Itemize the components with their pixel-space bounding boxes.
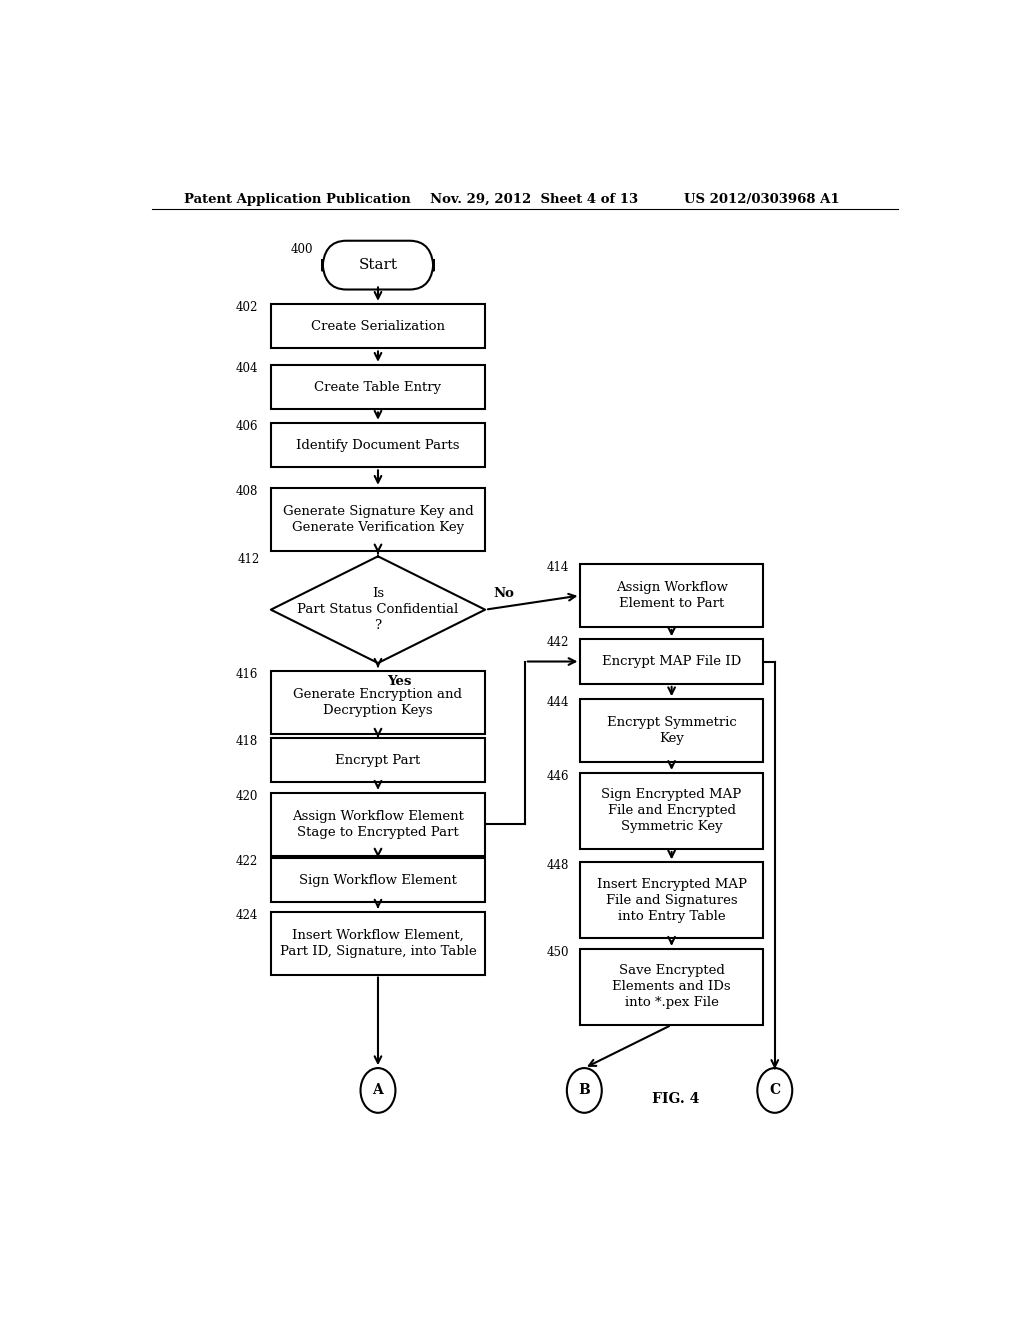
Text: 420: 420 [236,789,257,803]
FancyBboxPatch shape [270,912,485,974]
Circle shape [758,1068,793,1113]
Text: Insert Workflow Element,
Part ID, Signature, into Table: Insert Workflow Element, Part ID, Signat… [280,928,476,957]
Text: Encrypt MAP File ID: Encrypt MAP File ID [602,655,741,668]
Text: Assign Workflow
Element to Part: Assign Workflow Element to Part [615,581,728,610]
Text: 418: 418 [236,735,257,747]
Text: 448: 448 [547,859,569,873]
FancyBboxPatch shape [270,671,485,734]
Circle shape [360,1068,395,1113]
Text: Create Table Entry: Create Table Entry [314,380,441,393]
Text: Is
Part Status Confidential
?: Is Part Status Confidential ? [297,587,459,632]
Text: Encrypt Symmetric
Key: Encrypt Symmetric Key [607,717,736,744]
Text: Identify Document Parts: Identify Document Parts [296,438,460,451]
Text: 444: 444 [547,696,569,709]
Text: Yes: Yes [387,676,412,688]
Polygon shape [270,556,485,663]
Text: Insert Encrypted MAP
File and Signatures
into Entry Table: Insert Encrypted MAP File and Signatures… [597,878,746,923]
Text: 422: 422 [236,854,257,867]
FancyBboxPatch shape [581,564,763,627]
FancyBboxPatch shape [270,364,485,409]
Text: 408: 408 [236,484,257,498]
Text: C: C [769,1084,780,1097]
Text: No: No [494,586,514,599]
Text: Assign Workflow Element
Stage to Encrypted Part: Assign Workflow Element Stage to Encrypt… [292,809,464,838]
Text: Generate Encryption and
Decryption Keys: Generate Encryption and Decryption Keys [294,688,463,717]
Text: FIG. 4: FIG. 4 [652,1092,699,1106]
Text: B: B [579,1084,590,1097]
FancyBboxPatch shape [270,487,485,550]
Text: Encrypt Part: Encrypt Part [335,754,421,767]
Text: Save Encrypted
Elements and IDs
into *.pex File: Save Encrypted Elements and IDs into *.p… [612,965,731,1010]
FancyBboxPatch shape [581,772,763,849]
Text: Nov. 29, 2012  Sheet 4 of 13: Nov. 29, 2012 Sheet 4 of 13 [430,193,638,206]
Text: 416: 416 [236,668,257,681]
Text: Create Serialization: Create Serialization [311,319,445,333]
Text: 412: 412 [238,553,260,566]
Text: Sign Encrypted MAP
File and Encrypted
Symmetric Key: Sign Encrypted MAP File and Encrypted Sy… [601,788,741,833]
Text: 400: 400 [291,243,313,256]
Text: 402: 402 [236,301,257,314]
FancyBboxPatch shape [581,862,763,939]
Text: 450: 450 [547,945,569,958]
Circle shape [567,1068,602,1113]
Text: 424: 424 [236,908,257,921]
Text: 414: 414 [547,561,569,574]
Text: Sign Workflow Element: Sign Workflow Element [299,874,457,887]
Text: 406: 406 [236,420,258,433]
Text: A: A [373,1084,383,1097]
FancyBboxPatch shape [323,240,433,289]
Text: Generate Signature Key and
Generate Verification Key: Generate Signature Key and Generate Veri… [283,504,473,533]
Text: US 2012/0303968 A1: US 2012/0303968 A1 [684,193,839,206]
Text: Patent Application Publication: Patent Application Publication [183,193,411,206]
FancyBboxPatch shape [581,700,763,762]
FancyBboxPatch shape [581,949,763,1024]
Text: 446: 446 [547,770,569,783]
FancyBboxPatch shape [270,422,485,467]
FancyBboxPatch shape [581,639,763,684]
FancyBboxPatch shape [270,738,485,783]
FancyBboxPatch shape [270,792,485,855]
FancyBboxPatch shape [270,858,485,903]
Text: Start: Start [358,259,397,272]
Text: 404: 404 [236,362,258,375]
Text: 442: 442 [547,636,569,649]
FancyBboxPatch shape [270,304,485,348]
